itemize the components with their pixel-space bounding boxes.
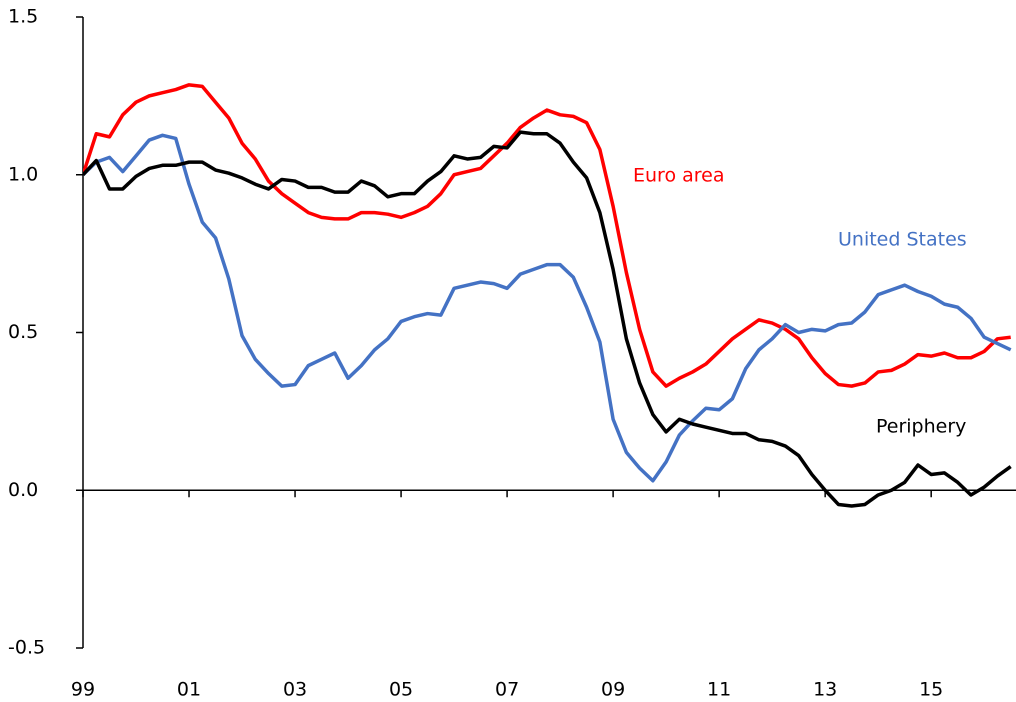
series-label: Periphery [876, 416, 966, 438]
y-tick-label: 0.5 [8, 321, 38, 343]
x-tick-label: 01 [177, 679, 201, 701]
x-tick-label: 09 [601, 679, 625, 701]
series-line [83, 133, 1012, 483]
y-tick-label: 0.0 [8, 479, 38, 501]
y-tick-label: -0.5 [8, 637, 45, 659]
x-tick-label: 11 [707, 679, 731, 701]
y-tick-label: 1.0 [8, 163, 38, 185]
series-line [83, 83, 1011, 388]
series-line [83, 130, 1012, 508]
x-tick-label: 15 [919, 679, 943, 701]
x-tick-label: 05 [389, 679, 413, 701]
x-tick-label: 07 [495, 679, 519, 701]
x-tick-label: 99 [71, 679, 95, 701]
x-tick-label: 13 [813, 679, 837, 701]
x-tick-label: 03 [283, 679, 307, 701]
series-label: Euro area [633, 165, 724, 187]
y-tick-label: 1.5 [8, 6, 38, 28]
series-label: United States [838, 229, 967, 251]
